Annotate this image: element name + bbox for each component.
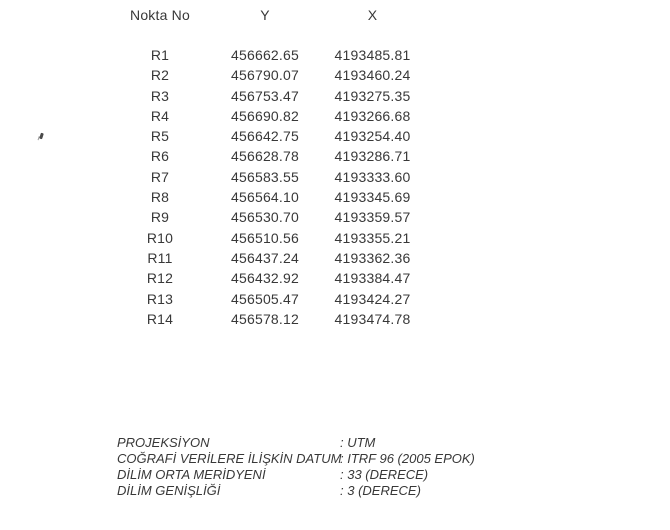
info-label: PROJEKSİYON <box>117 435 210 450</box>
cell-y-value: 456753.47 <box>231 87 299 104</box>
header-cell-nokta-no: Nokta No <box>130 7 190 23</box>
cell-point-no: R8 <box>150 189 170 206</box>
table-row: R13 456505.47 4193424.27 <box>115 289 420 309</box>
table-row: R9 456530.70 4193359.57 <box>115 207 420 227</box>
table-row: R7 456583.55 4193333.60 <box>115 167 420 187</box>
cell-point-no: R11 <box>147 249 173 266</box>
table-row: R5 456642.75 4193254.40 <box>115 126 420 146</box>
cell-point-no: R10 <box>146 229 174 246</box>
cell-point-no: R5 <box>150 128 170 145</box>
cell-x-value: 4193485.81 <box>334 47 411 63</box>
cell-y-value: 456510.56 <box>231 229 299 246</box>
cell-x-value: 4193275.35 <box>334 87 411 104</box>
info-line-projection: PROJEKSİYON : UTM <box>117 435 475 451</box>
cell-y-value: 456662.65 <box>231 47 299 63</box>
table-row: R10 456510.56 4193355.21 <box>115 228 420 248</box>
cell-point-no: R6 <box>150 148 170 165</box>
cell-x-value: 4193460.24 <box>334 67 411 84</box>
cell-y-value: 456530.70 <box>231 209 299 226</box>
cell-x-value: 4193254.40 <box>334 128 411 145</box>
coordinate-rows: R1 456662.65 4193485.81 R2 456790.07 419… <box>115 45 420 329</box>
cell-x-value: 4193362.36 <box>334 249 411 266</box>
cell-point-no: R12 <box>146 270 174 287</box>
cell-y-value: 456690.82 <box>231 107 299 124</box>
info-line-zone-width: DİLİM GENİŞLİĞİ : 3 (DERECE) <box>117 483 475 499</box>
projection-info-block: PROJEKSİYON : UTM COĞRAFİ VERİLERE İLİŞK… <box>117 435 475 499</box>
info-label: COĞRAFİ VERİLERE İLİŞKİN DATUM <box>117 451 342 466</box>
cell-y-value: 456432.92 <box>231 270 299 287</box>
cell-y-value: 456578.12 <box>231 310 299 327</box>
info-value: : 3 (DERECE) <box>340 483 421 498</box>
cell-x-value: 4193286.71 <box>334 148 411 165</box>
cell-x-value: 4193266.68 <box>334 107 411 124</box>
cell-point-no: R9 <box>150 209 170 226</box>
table-row: R2 456790.07 4193460.24 <box>115 65 420 85</box>
coordinate-table: Nokta No Y X R1 456662.65 4193485.81 R2 … <box>115 8 420 329</box>
cell-x-value: 4193359.57 <box>334 209 411 226</box>
cell-point-no: R1 <box>150 47 170 63</box>
cell-point-no: R14 <box>146 310 174 327</box>
cell-point-no: R2 <box>150 67 170 84</box>
table-header-row: Nokta No Y X <box>115 8 420 23</box>
info-line-datum: COĞRAFİ VERİLERE İLİŞKİN DATUM : ITRF 96… <box>117 451 475 467</box>
cell-x-value: 4193333.60 <box>334 168 411 185</box>
cell-point-no: R7 <box>150 168 170 185</box>
cell-y-value: 456437.24 <box>231 249 299 266</box>
cell-x-value: 4193345.69 <box>334 189 411 206</box>
cell-point-no: R13 <box>146 290 174 307</box>
info-value: : 33 (DERECE) <box>340 467 429 482</box>
table-row: R8 456564.10 4193345.69 <box>115 187 420 207</box>
cell-x-value: 4193424.27 <box>334 290 411 307</box>
info-value: : ITRF 96 (2005 EPOK) <box>340 451 475 466</box>
table-row: R3 456753.47 4193275.35 <box>115 86 420 106</box>
header-cell-y: Y <box>260 7 270 23</box>
info-label: DİLİM ORTA MERİDYENİ <box>117 467 266 482</box>
cell-y-value: 456642.75 <box>231 128 299 145</box>
table-row: R14 456578.12 4193474.78 <box>115 309 420 329</box>
header-cell-x: X <box>367 7 378 23</box>
cell-point-no: R4 <box>150 107 170 124</box>
info-label: DİLİM GENİŞLİĞİ <box>117 483 221 498</box>
cell-point-no: R3 <box>150 87 170 104</box>
cell-y-value: 456583.55 <box>231 168 299 185</box>
table-row: R11 456437.24 4193362.36 <box>115 248 420 268</box>
cell-y-value: 456790.07 <box>231 67 299 84</box>
cell-x-value: 4193474.78 <box>334 310 411 327</box>
table-row: R4 456690.82 4193266.68 <box>115 106 420 126</box>
table-row: R12 456432.92 4193384.47 <box>115 268 420 288</box>
info-line-central-meridian: DİLİM ORTA MERİDYENİ : 33 (DERECE) <box>117 467 475 483</box>
table-row: R6 456628.78 4193286.71 <box>115 146 420 166</box>
cell-y-value: 456564.10 <box>231 189 299 206</box>
cell-x-value: 4193355.21 <box>334 229 411 246</box>
info-value: : UTM <box>340 435 376 450</box>
cell-y-value: 456505.47 <box>231 290 299 307</box>
cell-x-value: 4193384.47 <box>334 270 411 287</box>
table-row: R1 456662.65 4193485.81 <box>115 45 420 65</box>
cell-y-value: 456628.78 <box>231 148 299 165</box>
scan-artifact-mark <box>39 132 44 140</box>
